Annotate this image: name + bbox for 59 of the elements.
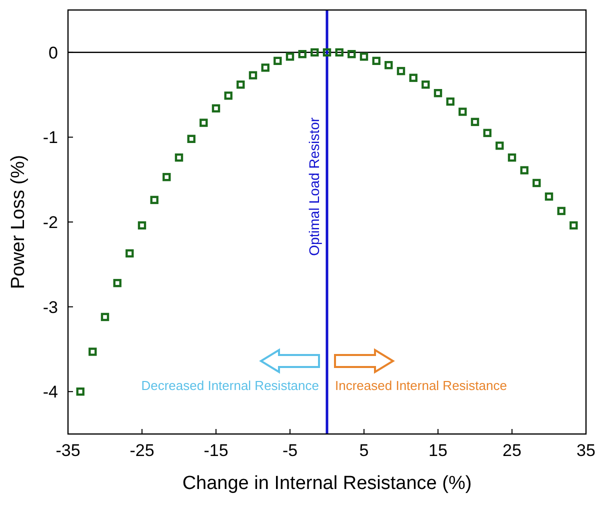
point bbox=[261, 64, 270, 72]
x-tick-label: -35 bbox=[56, 441, 80, 460]
point bbox=[138, 221, 146, 230]
point bbox=[446, 97, 454, 106]
point bbox=[372, 56, 380, 65]
y-tick-label: -1 bbox=[42, 128, 58, 148]
point bbox=[360, 52, 368, 61]
point bbox=[286, 52, 294, 61]
point bbox=[187, 134, 196, 143]
point bbox=[100, 312, 110, 322]
point bbox=[162, 172, 171, 182]
point bbox=[335, 48, 344, 56]
y-tick-label: -4 bbox=[42, 382, 58, 402]
point bbox=[470, 118, 480, 126]
x-axis-title: Change in Internal Resistance (%) bbox=[182, 473, 472, 494]
point bbox=[396, 66, 406, 76]
point bbox=[126, 249, 134, 258]
x-tick-label: 15 bbox=[428, 441, 448, 460]
annotation: Increased Internal Resistance bbox=[335, 378, 507, 393]
point bbox=[236, 80, 245, 89]
point bbox=[348, 50, 356, 58]
point bbox=[483, 128, 492, 138]
point bbox=[200, 118, 208, 127]
point bbox=[458, 108, 467, 116]
point bbox=[224, 92, 232, 100]
x-tick-label: 35 bbox=[576, 441, 596, 460]
point bbox=[496, 142, 504, 150]
point bbox=[298, 50, 306, 58]
point bbox=[248, 71, 258, 80]
point bbox=[532, 178, 541, 188]
y-tick-label: -2 bbox=[42, 213, 58, 232]
annotation: Decreased Internal Resistance bbox=[141, 378, 319, 393]
point bbox=[570, 221, 578, 230]
ref-line-label: Optimal Load Resistor bbox=[306, 117, 322, 256]
x-tick-label: -15 bbox=[204, 441, 228, 460]
point bbox=[422, 80, 430, 89]
point bbox=[88, 348, 97, 356]
x-tick-label: 25 bbox=[502, 441, 522, 460]
point bbox=[212, 104, 220, 112]
point bbox=[310, 48, 319, 56]
point bbox=[150, 196, 158, 204]
x-tick-label: -5 bbox=[282, 441, 298, 460]
point bbox=[76, 388, 84, 396]
point bbox=[174, 153, 184, 162]
point bbox=[434, 89, 442, 98]
point bbox=[557, 206, 566, 216]
y-tick-label: 0 bbox=[48, 43, 58, 62]
y-tick-label: -3 bbox=[42, 298, 58, 317]
point bbox=[520, 166, 528, 174]
point bbox=[544, 192, 554, 201]
x-tick-label: -25 bbox=[130, 441, 154, 460]
point bbox=[322, 48, 332, 56]
y-axis-title: Power Loss (%) bbox=[8, 154, 29, 290]
point bbox=[113, 278, 122, 288]
point bbox=[508, 153, 516, 162]
point bbox=[384, 61, 393, 70]
x-tick-label: 5 bbox=[359, 441, 369, 460]
point bbox=[274, 56, 282, 65]
point bbox=[409, 74, 418, 82]
